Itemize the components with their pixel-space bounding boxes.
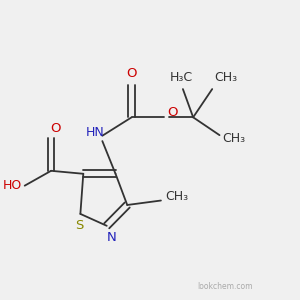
Text: CH₃: CH₃ (214, 71, 237, 84)
Text: HO: HO (3, 179, 22, 192)
Text: H₃C: H₃C (170, 71, 193, 84)
Text: CH₃: CH₃ (222, 132, 245, 145)
Text: O: O (50, 122, 61, 135)
Text: lookchem.com: lookchem.com (198, 282, 253, 291)
Text: S: S (75, 219, 83, 232)
Text: O: O (126, 67, 137, 80)
Text: CH₃: CH₃ (166, 190, 189, 203)
Text: N: N (106, 231, 116, 244)
Text: HN: HN (85, 126, 104, 139)
Text: O: O (167, 106, 178, 119)
